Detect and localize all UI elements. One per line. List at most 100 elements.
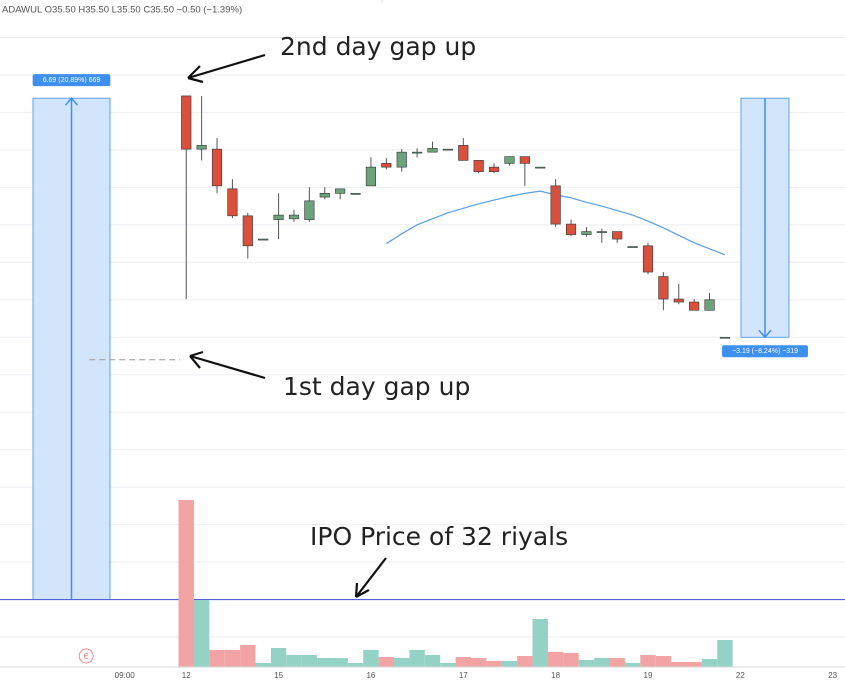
header-bg [0, 0, 382, 20]
candle-body [381, 163, 392, 168]
measure-arrowhead [758, 329, 772, 339]
candle-body [211, 148, 223, 187]
volume-bar [701, 659, 718, 667]
candle-body [612, 231, 623, 240]
volume-bar [609, 658, 625, 667]
volume-bar [717, 640, 733, 667]
x-tick-label: 12 [182, 671, 191, 680]
event-marker [78, 648, 94, 664]
x-tick-label: 15 [274, 671, 283, 680]
volume-bar [209, 650, 225, 667]
volume-bar [317, 658, 333, 667]
candle-body [396, 151, 407, 168]
annotation: 1st day gap up [283, 372, 470, 401]
volume-bar [332, 658, 348, 667]
volume-bar [547, 652, 564, 667]
arrow [189, 350, 266, 380]
volume-bar [178, 500, 194, 667]
measure-label-bg [722, 345, 808, 358]
volume-bar [470, 658, 487, 667]
volume-bar [655, 656, 672, 667]
candle-body [642, 245, 654, 273]
candle-body [319, 193, 330, 198]
candle-body [658, 276, 669, 300]
volume-bar [409, 650, 425, 667]
candle-body [596, 231, 607, 233]
volume-bar [517, 656, 533, 667]
x-tick-label: 23 [828, 671, 837, 680]
arrows [187, 53, 387, 598]
candle-body [304, 200, 315, 220]
candle-body [689, 301, 700, 311]
volume-bar [424, 655, 441, 667]
volume-bar [686, 662, 702, 667]
volume-bar [594, 658, 610, 667]
candle-body [550, 185, 561, 225]
candle-body [181, 95, 192, 150]
x-axis-labels: 09:00 12 15 16 17 18 19 22 23 [115, 671, 838, 680]
candle-body [504, 156, 515, 164]
candle-body [273, 214, 284, 220]
volume-bar [532, 619, 548, 667]
volume-bar [255, 663, 271, 667]
x-tick-label: 16 [366, 671, 375, 680]
volume-bar [640, 655, 656, 667]
x-tick-label: 22 [736, 671, 745, 680]
volume-bar [578, 660, 595, 667]
volume-bar [501, 661, 518, 667]
candle-body [473, 160, 484, 172]
candle-body [442, 148, 453, 151]
annotation: 2nd day gap up [280, 32, 476, 61]
candle-body [704, 299, 715, 311]
event-marker-label: E [84, 653, 89, 660]
x-axis-band [0, 667, 845, 684]
measure-label: −3.19 (−8.24%) −319 [732, 348, 798, 355]
candle-body [488, 166, 500, 172]
arrow [354, 557, 387, 598]
volume-bar [224, 650, 241, 667]
x-tick-label: 09:00 [115, 671, 136, 680]
candle-body [350, 193, 361, 195]
volume-bar [240, 645, 256, 667]
candle-body [242, 215, 253, 247]
candle-body [458, 145, 469, 161]
candle-body [581, 231, 592, 235]
candle-body [227, 188, 238, 217]
volume-bar [347, 663, 364, 667]
candle-body [673, 298, 684, 303]
volume-bar [193, 600, 210, 667]
volume-bar [270, 648, 287, 667]
candle-body [288, 214, 300, 220]
x-tick-label: 19 [644, 671, 653, 680]
volume-bar [394, 658, 410, 667]
candle-body [365, 166, 377, 187]
candle-body [627, 246, 638, 248]
volume-bar [486, 661, 502, 667]
candle-body [335, 188, 346, 194]
volume-bar [455, 657, 471, 667]
grid [0, 36, 845, 638]
candle-body [258, 238, 269, 241]
volume-bar [378, 657, 395, 667]
annotation: IPO Price of 32 riyals [310, 522, 568, 551]
candle-body [412, 151, 423, 154]
candle-body [427, 148, 438, 153]
volume-bar [563, 653, 579, 667]
candle-body [565, 223, 577, 235]
candle-body [719, 336, 731, 339]
header: ADAWUL O35.50 H35.50 L35.50 C35.50 −0.50… [2, 5, 242, 16]
measure-arrowhead [64, 97, 79, 106]
x-tick-label: 17 [459, 671, 468, 680]
volume-bar [440, 663, 456, 667]
volume-bar [671, 662, 687, 667]
volume-bar [286, 655, 302, 667]
volume-bar [301, 655, 318, 667]
volume-bar [363, 650, 379, 667]
measure-label-bg [32, 74, 111, 87]
candle-body [519, 156, 530, 164]
candle-body [535, 166, 546, 169]
arrow [187, 53, 266, 84]
measure-label: 6.69 (20.89%) 669 [43, 77, 101, 84]
volume-bar [624, 663, 641, 667]
